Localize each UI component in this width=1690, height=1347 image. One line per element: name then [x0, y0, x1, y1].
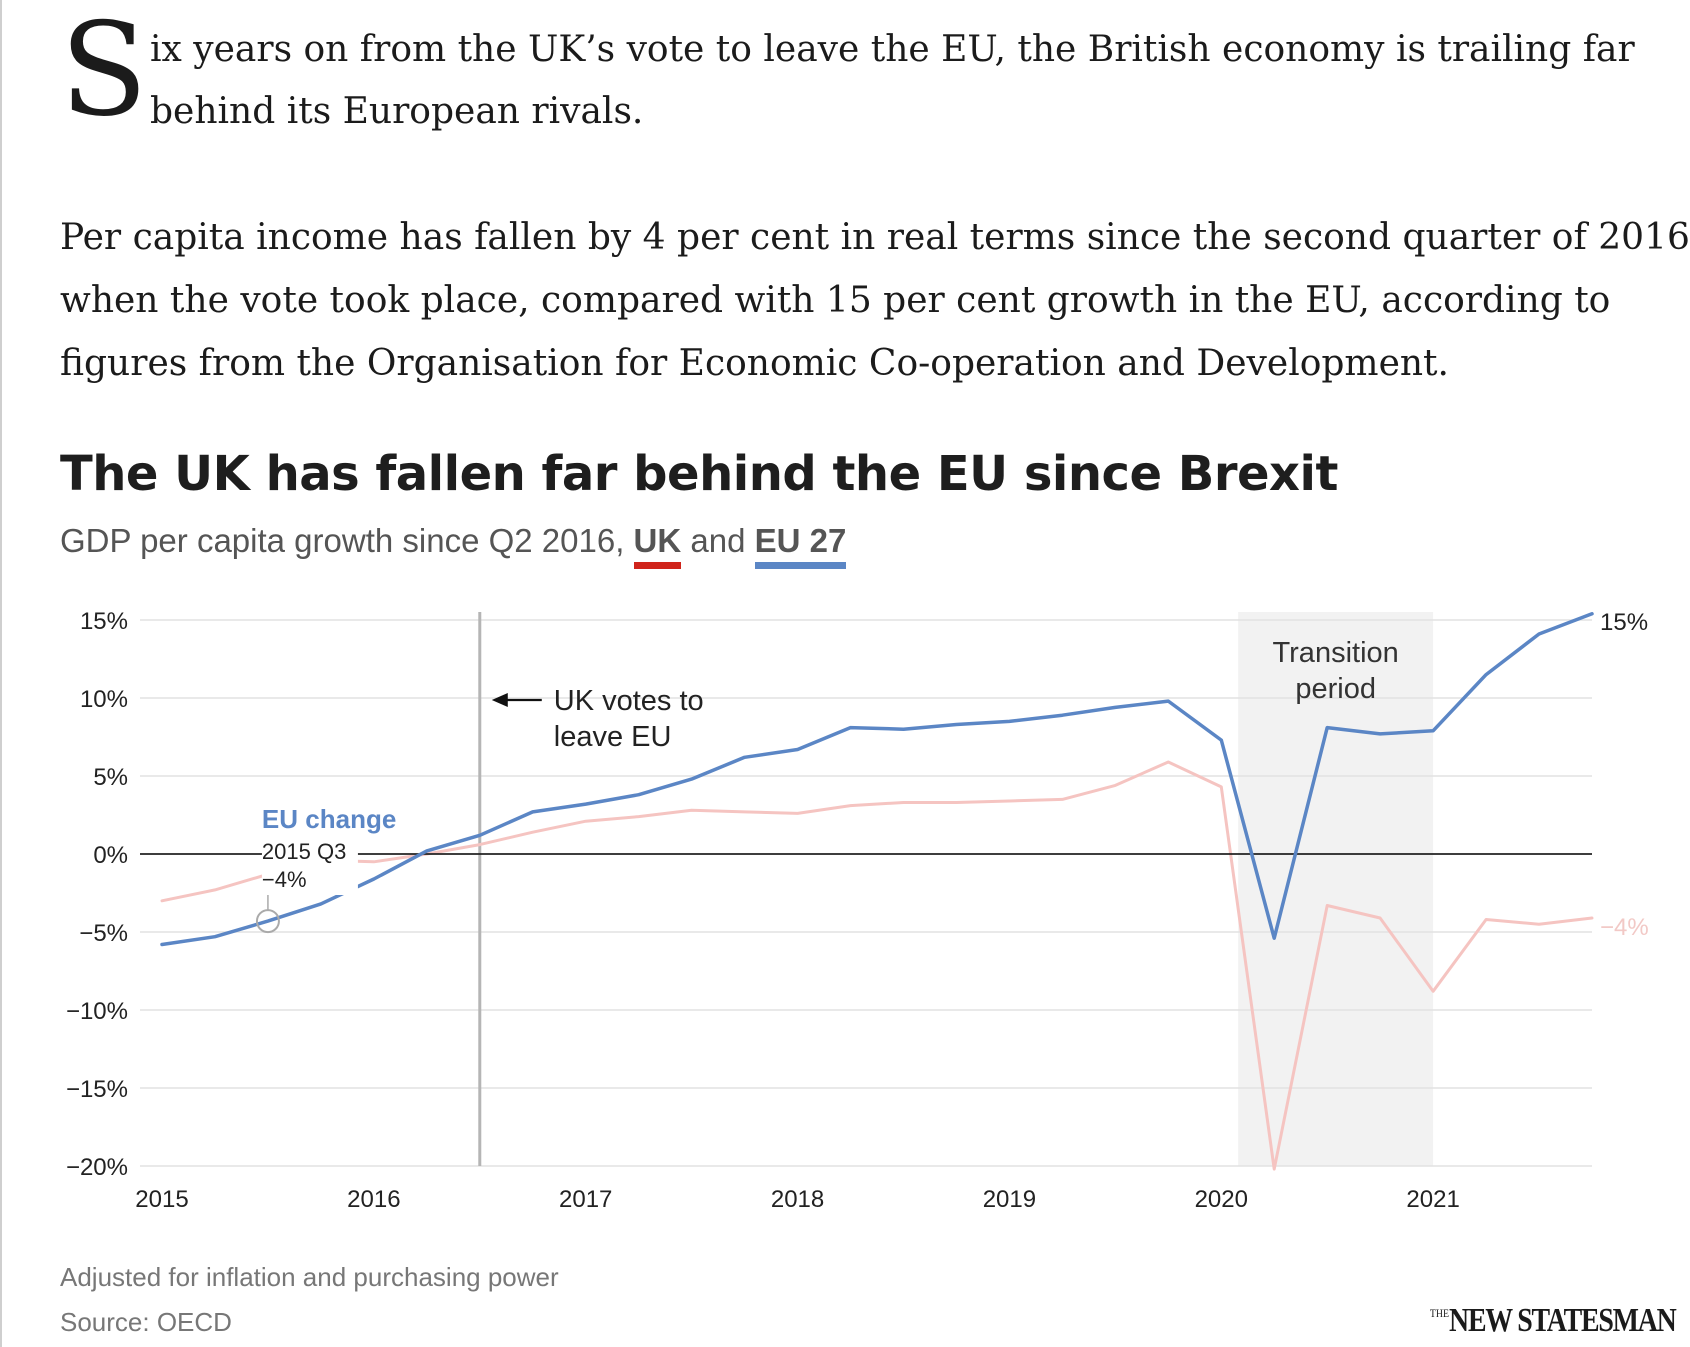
para-line-2: when the vote took place, compared with …: [60, 280, 1611, 321]
lead-paragraph: S ix years on from the UK’s vote to leav…: [60, 0, 1660, 145]
lead-line-2: behind its European rivals.: [150, 91, 644, 132]
vote-label-line2: leave EU: [554, 721, 672, 753]
page-edge: [0, 0, 2, 1347]
transition-label-line1: Transition: [1273, 637, 1399, 669]
end-label-eu: 15%: [1600, 609, 1648, 636]
transition-label-line2: period: [1295, 673, 1376, 705]
legend-uk: UK: [633, 522, 682, 569]
annotation-title: EU change: [262, 804, 396, 834]
vote-arrow-head: [491, 693, 508, 707]
annotation-backdrop: [261, 837, 358, 895]
chart-subtitle: GDP per capita growth since Q2 2016, UK …: [60, 522, 847, 569]
annotation-value: −4%: [262, 867, 307, 892]
y-tick-label: 5%: [93, 764, 128, 791]
annotation-period: 2015 Q3: [262, 839, 346, 864]
end-label-uk: −4%: [1600, 914, 1649, 941]
x-tick-label: 2020: [1195, 1186, 1248, 1213]
lead-line-1: ix years on from the UK’s vote to leave …: [150, 29, 1635, 70]
drop-cap: S: [60, 0, 148, 145]
y-tick-label: −15%: [66, 1076, 128, 1103]
vote-label-line1: UK votes to: [554, 685, 704, 717]
note-adjusted: Adjusted for inflation and purchasing po…: [60, 1262, 559, 1292]
y-tick-label: −20%: [66, 1154, 128, 1181]
y-tick-label: 15%: [80, 608, 128, 635]
x-tick-label: 2017: [559, 1186, 612, 1213]
para-line-1: Per capita income has fallen by 4 per ce…: [60, 217, 1690, 258]
subtitle-and: and: [690, 522, 746, 559]
y-tick-label: −5%: [79, 920, 128, 947]
brand-name: NEW STATESMAN: [1449, 1302, 1678, 1339]
series-line-eu: [160, 612, 1594, 947]
chart-title: The UK has fallen far behind the EU sinc…: [60, 446, 1338, 502]
body-paragraph: Per capita income has fallen by 4 per ce…: [60, 206, 1690, 395]
x-tick-label: 2015: [135, 1186, 188, 1213]
x-tick-label: 2021: [1406, 1186, 1459, 1213]
line-chart: 15% 10% 5% 0% −5% −10% −15% −20% 2015 2016 2017 201…: [66, 608, 1649, 1213]
note-source: Source: OECD: [60, 1307, 232, 1337]
series-line-uk: [160, 760, 1594, 1171]
x-tick-label: 2016: [347, 1186, 400, 1213]
x-tick-label: 2019: [983, 1186, 1036, 1213]
article-text: S ix years on from the UK’s vote to leav…: [60, 0, 1690, 385]
y-tick-label: 10%: [80, 686, 128, 713]
transition-period-band: [1238, 612, 1434, 1166]
x-tick-label: 2018: [771, 1186, 824, 1213]
brand-the: THE: [1430, 1306, 1450, 1320]
legend-eu: EU 27: [754, 522, 847, 569]
y-tick-label: −10%: [66, 998, 128, 1025]
para-line-3: figures from the Organisation for Econom…: [60, 343, 1449, 384]
subtitle-prefix: GDP per capita growth since Q2 2016,: [60, 522, 625, 559]
y-tick-label: 0%: [93, 842, 128, 869]
brand-logo: THENEW STATESMAN: [1430, 1302, 1678, 1340]
